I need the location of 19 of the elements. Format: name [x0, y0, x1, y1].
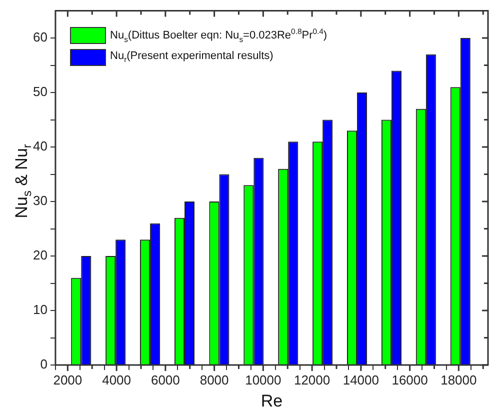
- y-tick-label: 40: [32, 138, 48, 154]
- x-tick-label: 14000: [342, 372, 380, 388]
- y-tick-label: 0: [40, 356, 48, 372]
- y-tick-label: 50: [32, 84, 48, 100]
- x-tick-label: 6000: [150, 372, 180, 388]
- y-tick-label: 60: [32, 30, 48, 45]
- x-tick-label: 2000: [53, 372, 82, 388]
- x-tick-label: 16000: [392, 372, 428, 388]
- x-tick-label: 18000: [440, 372, 477, 388]
- x-tick-label: 4000: [102, 372, 132, 388]
- legend-label: Nu$_{r}$(Present experimental results): [110, 50, 274, 64]
- y-tick-label: 10: [32, 302, 48, 318]
- x-axis-title: Re: [260, 391, 283, 410]
- x-tick-label: 8000: [200, 372, 229, 388]
- y-tick-label: 30: [32, 193, 48, 208]
- x-tick-label: 10000: [245, 372, 282, 388]
- text: Nu$_{s}$(Dittus Boelter eqn: Nu$_{s}$=0.023Re$^{0.8}$Pr$^{0.4}$): [110, 26, 328, 44]
- y-tick-label: 20: [32, 248, 48, 263]
- x-tick-label: 12000: [294, 372, 330, 388]
